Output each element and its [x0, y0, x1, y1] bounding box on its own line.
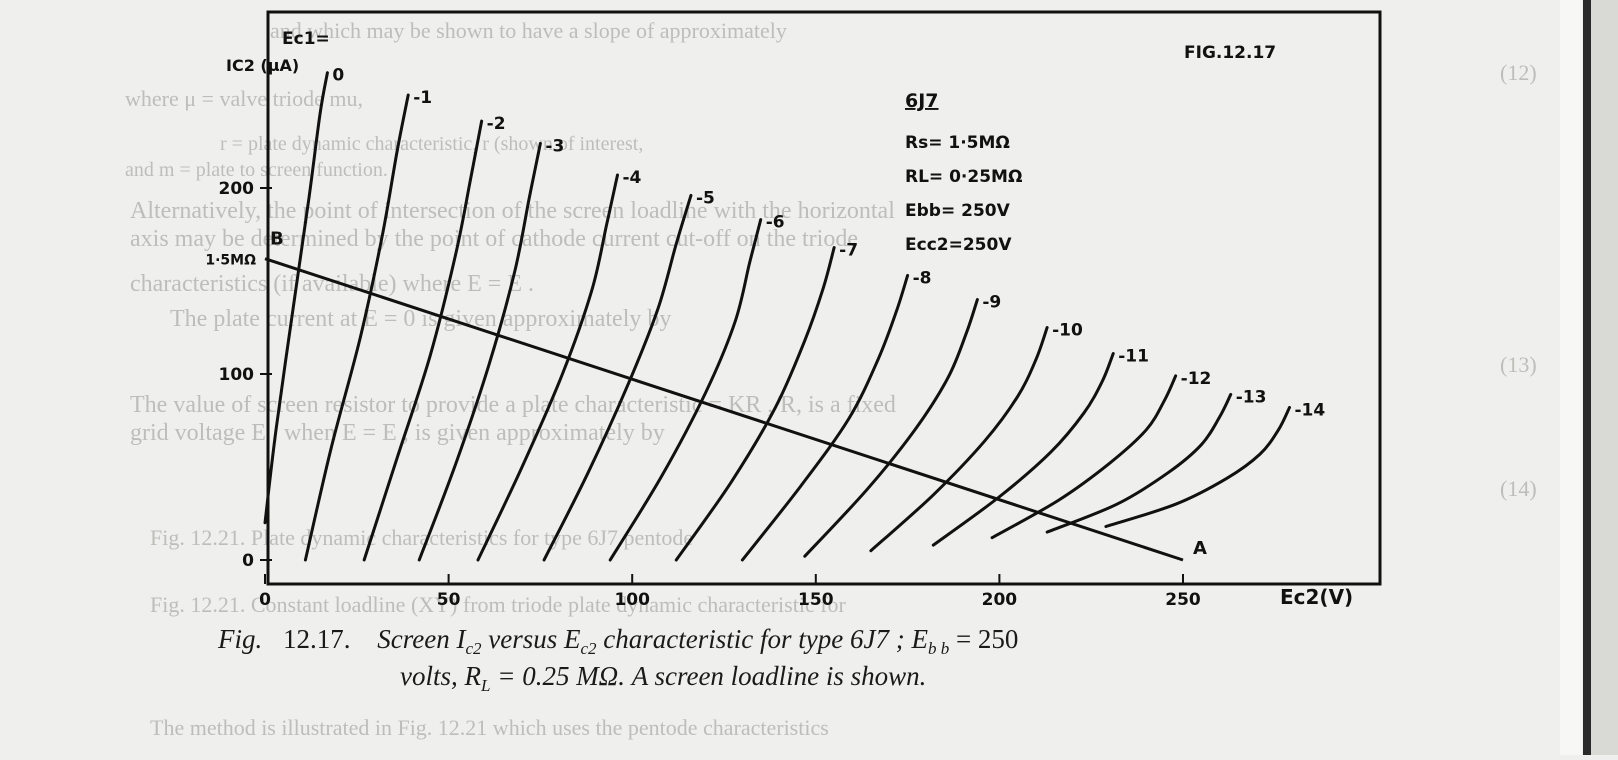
- bleed-line: and which may be shown to have a slope o…: [270, 18, 787, 43]
- bleed-line: The value of screen resistor to provide …: [130, 392, 896, 418]
- x-tick-label: 100: [614, 590, 650, 610]
- curve-ec1-minus3: [417, 141, 542, 562]
- curve-label: -12: [1181, 369, 1212, 389]
- caption-line-1: Fig. 12.17. Screen Ic2 versus Ec2 charac…: [217, 624, 1018, 658]
- x-tick-label: 250: [1165, 590, 1201, 610]
- curve-family: [263, 71, 1291, 562]
- curve-ec1-minus4: [476, 173, 620, 562]
- curve-label: -3: [545, 136, 564, 156]
- curve-label: -4: [623, 168, 642, 188]
- curve-labels: 0 -1 -2 -3 -4 -5 -6 -7 -8 -9 -10 -11 -12 -13 -14: [332, 66, 1325, 421]
- curve-label: -13: [1236, 387, 1267, 407]
- loadline-point-b: B: [270, 229, 284, 250]
- bleed-line: and m = plate to screen function.: [125, 159, 388, 181]
- bleed-line: grid voltage E , when E = E , is given a…: [130, 420, 665, 446]
- x-tick-label: 0: [259, 590, 271, 610]
- param-rl: RL= 0·25MΩ: [905, 167, 1022, 187]
- curve-label: -7: [839, 241, 858, 261]
- caption-line-2: volts, RL = 0.25 MΩ. A screen loadline i…: [400, 661, 926, 695]
- y-tick-label: 100: [219, 365, 255, 385]
- binding-shadow: [1591, 0, 1618, 755]
- curve-ec1-minus5: [542, 193, 693, 562]
- curve-ec1-minus2: [362, 119, 484, 562]
- loadline: [264, 257, 1184, 562]
- plot-frame: [266, 10, 1382, 586]
- y-axis-label-line1: IC2 (μA): [226, 56, 299, 75]
- bleed-line: where μ = valve triode mu,: [125, 86, 363, 111]
- x-axis-label: Ec2(V): [1280, 585, 1353, 609]
- curve-ec1-minus10: [869, 326, 1049, 553]
- bleed-line: (14): [1500, 476, 1537, 501]
- tube-type-title: 6J7: [905, 90, 939, 112]
- bleed-line: (13): [1500, 352, 1537, 377]
- curve-label: 0: [332, 66, 344, 86]
- loadline-point-a: A: [1193, 538, 1207, 559]
- bleed-line: Alternatively, the point of intersection…: [130, 198, 895, 224]
- curve-label: -2: [487, 114, 506, 134]
- curve-label: -14: [1294, 400, 1325, 420]
- curve-ec1-minus8: [740, 273, 910, 562]
- curve-label: -9: [982, 293, 1001, 313]
- curve-label: -1: [413, 88, 432, 108]
- curve-label: -8: [913, 268, 932, 288]
- curve-ec1-minus11: [931, 352, 1115, 547]
- bleed-line: Fig. 12.21. Plate dynamic characteristic…: [150, 525, 693, 550]
- curve-ec1-minus9: [803, 298, 979, 558]
- curve-family-label: Ec1=: [282, 29, 330, 49]
- curve-label: -10: [1052, 321, 1083, 341]
- curve-ec1-minus1: [303, 93, 410, 562]
- bleed-line: (12): [1500, 60, 1537, 85]
- bleed-line: axis may be determined by the point of c…: [130, 226, 858, 252]
- y-tick-label: 0: [242, 551, 254, 571]
- curve-ec1-minus13: [1045, 392, 1233, 534]
- bleed-line: characteristics (if available) where E =…: [130, 271, 534, 297]
- x-tick-label: 150: [798, 590, 834, 610]
- bleed-line: Fig. 12.21. Constant loadline (XY) from …: [150, 592, 847, 617]
- curve-ec1-minus7: [674, 246, 836, 562]
- curve-ec1-minus6: [608, 218, 763, 562]
- bleed-line: The method is illustrated in Fig. 12.21 …: [150, 715, 829, 740]
- curve-label: -5: [696, 188, 715, 208]
- param-rs: Rs= 1·5MΩ: [905, 133, 1010, 153]
- page-edge: [1560, 0, 1582, 755]
- loadline-b-value: 1·5MΩ: [205, 253, 256, 269]
- curve-ec1-0: [263, 71, 329, 525]
- x-tick-label: 50: [437, 590, 461, 610]
- binding-edge: [1583, 0, 1591, 755]
- param-ecc2: Ecc2=250V: [905, 235, 1012, 255]
- curve-label: -11: [1118, 347, 1149, 367]
- bleed-line: r = plate dynamic characteristic, r (sho…: [220, 133, 643, 155]
- curve-ec1-minus14: [1104, 405, 1291, 529]
- curve-ec1-minus12: [990, 374, 1178, 540]
- screen-loadline: B 1·5MΩ A: [205, 229, 1207, 562]
- param-ebb: Ebb= 250V: [905, 201, 1011, 221]
- figure-label: FIG.12.17: [1184, 43, 1276, 63]
- curve-label: -6: [766, 213, 785, 233]
- x-tick-label: 200: [982, 590, 1018, 610]
- y-tick-label: 200: [219, 179, 255, 199]
- axis-ticks: 0 50 100 150 200 250 0 100 200: [219, 179, 1201, 610]
- bleed-through-text: and which may be shown to have a slope o…: [125, 18, 1537, 740]
